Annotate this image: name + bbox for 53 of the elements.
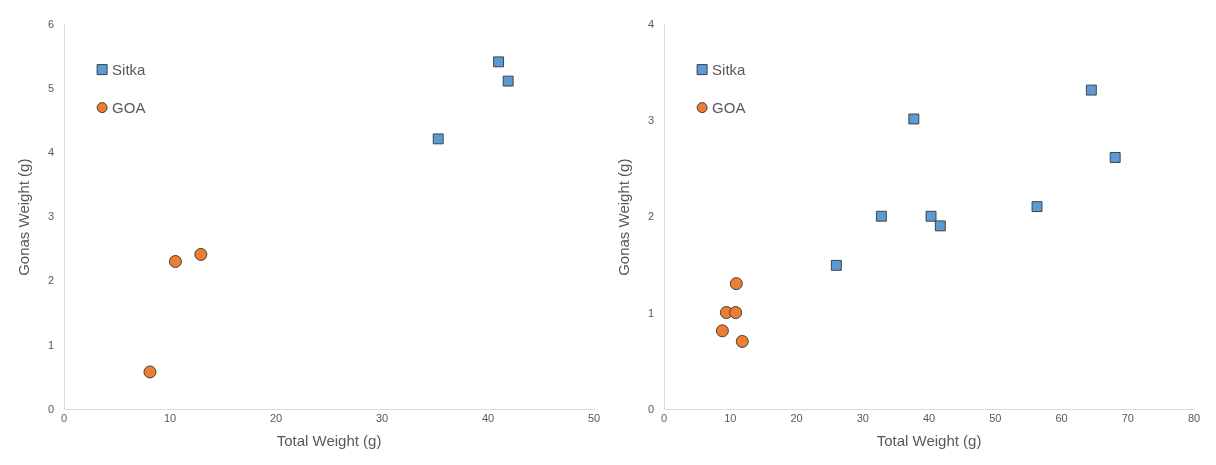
x-tick-label: 0	[661, 412, 668, 425]
y-tick-label: 4	[647, 17, 655, 30]
point	[830, 259, 842, 271]
y-tick-label: 1	[647, 306, 655, 319]
y-tick-label: 1	[47, 338, 55, 351]
point	[1085, 84, 1097, 96]
y-tick-label: 5	[47, 81, 55, 94]
point	[875, 210, 887, 222]
y-tick-label: 4	[47, 146, 55, 159]
y-axis-title: Gonas Weight (g)	[615, 158, 633, 276]
x-tick-label: 60	[1055, 412, 1068, 425]
y-tick-label: 2	[647, 210, 655, 223]
point	[1109, 152, 1121, 163]
x-tick-label: 0	[61, 412, 68, 425]
x-axis-title: Total Weight (g)	[876, 432, 982, 450]
y-axis-title: Gonas Weight (g)	[15, 158, 33, 276]
x-tick-label: 80	[1187, 412, 1201, 425]
x-tick-label: 10	[724, 412, 737, 425]
point	[493, 56, 505, 68]
x-tick-label: 30	[856, 412, 869, 425]
y-tick-label: 6	[47, 17, 55, 30]
legend-label: Sitka	[712, 60, 747, 78]
point	[908, 113, 920, 125]
point	[715, 324, 729, 338]
point	[168, 255, 182, 268]
legend-label: Sitka	[112, 60, 147, 78]
point	[143, 365, 157, 379]
point	[194, 247, 208, 261]
x-tick-label: 30	[375, 412, 389, 425]
y-tick-label: 2	[47, 274, 55, 287]
y-tick-label: 0	[47, 402, 55, 415]
point	[925, 210, 937, 222]
y-tick-label: 3	[47, 210, 55, 223]
x-tick-label: 40	[481, 412, 495, 425]
point	[502, 75, 514, 87]
legend-label: GOA	[112, 98, 146, 116]
y-tick-label: 0	[647, 402, 655, 415]
point	[729, 277, 743, 291]
legend-label: GOA	[712, 98, 746, 116]
x-tick-label: 20	[790, 412, 803, 425]
x-tick-label: 70	[1121, 412, 1134, 425]
x-tick-label: 50	[989, 412, 1002, 425]
point	[735, 334, 749, 348]
point	[432, 133, 444, 145]
point	[1031, 201, 1043, 213]
x-tick-label: 40	[922, 412, 936, 425]
point	[934, 220, 946, 232]
x-tick-label: 20	[269, 412, 283, 425]
y-tick-label: 3	[647, 113, 655, 126]
x-tick-label: 50	[587, 412, 601, 425]
x-tick-label: 10	[163, 412, 177, 425]
point	[729, 306, 743, 320]
x-axis-title: Total Weight (g)	[276, 432, 382, 450]
